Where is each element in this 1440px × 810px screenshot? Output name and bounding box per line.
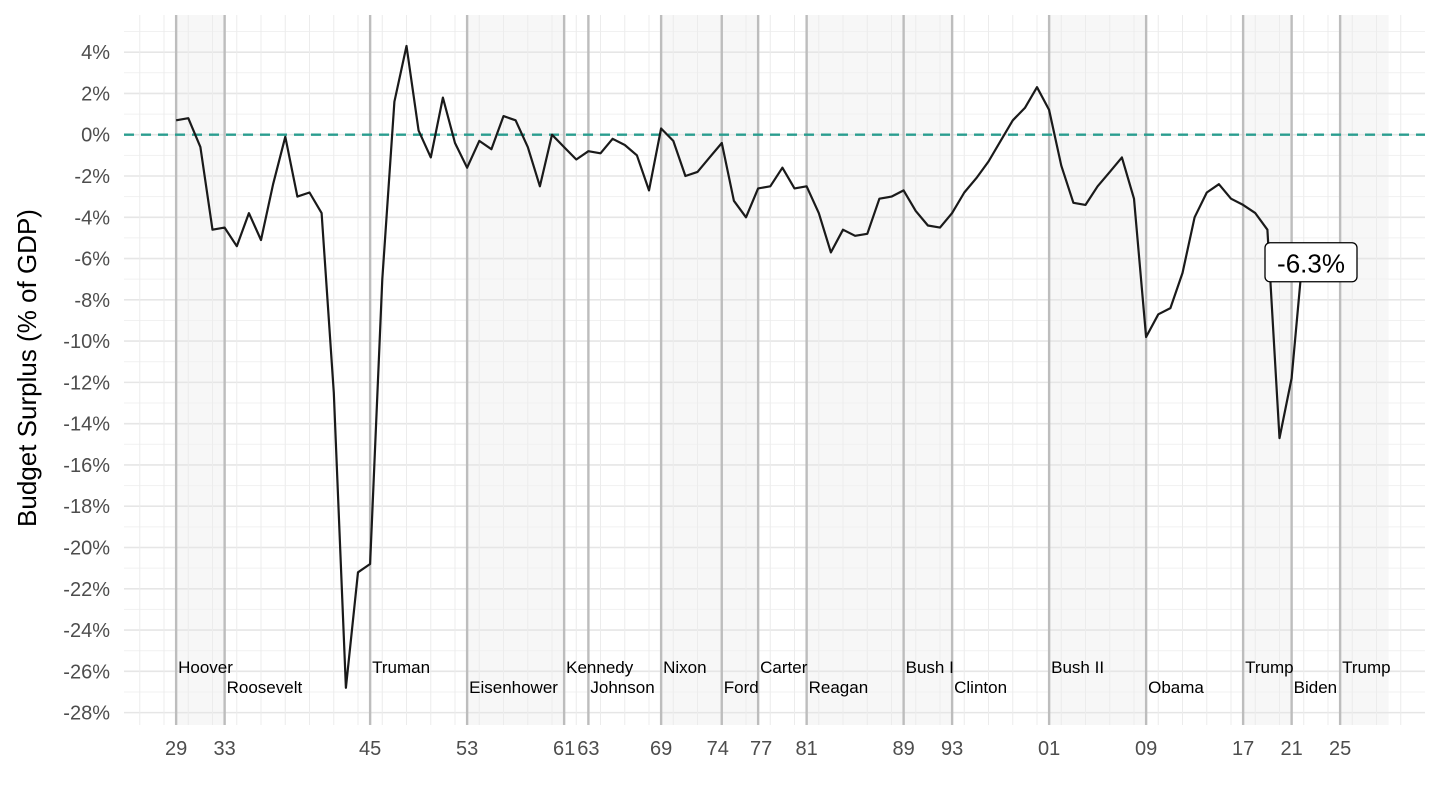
x-tick-label: 45 xyxy=(359,738,381,760)
presidency-label: Trump xyxy=(1342,658,1391,677)
y-tick-label: -22% xyxy=(63,579,110,601)
series xyxy=(175,44,1305,689)
x-tick-label: 33 xyxy=(214,738,236,760)
callout-label: -6.3% xyxy=(1277,249,1345,279)
presidency-label: Eisenhower xyxy=(469,678,558,697)
y-tick-label: -20% xyxy=(63,538,110,560)
budget-surplus-line xyxy=(175,44,1305,689)
presidency-boundaries xyxy=(174,15,1342,725)
x-tick-label: 61 xyxy=(553,738,575,760)
presidency-band xyxy=(1049,15,1147,725)
presidency-label: Carter xyxy=(760,658,808,677)
presidency-label: Johnson xyxy=(590,678,654,697)
x-tick-label: 63 xyxy=(577,738,599,760)
y-tick-label: -14% xyxy=(63,414,110,436)
x-axis-tick-labels: 29 33 45 53 61 63 69 74 77 81 89 93 01 09 17 21 25 xyxy=(165,738,1351,760)
y-tick-label: 4% xyxy=(81,42,110,64)
presidency-shading xyxy=(176,15,1389,725)
presidency-label: Biden xyxy=(1294,678,1337,697)
y-axis-tick-labels: 4% 2% 0% -2% -4% -6% -8% -10% -12% -14% -16% -18% -2… xyxy=(63,42,110,724)
x-tick-label: 01 xyxy=(1038,738,1060,760)
presidency-label: Bush II xyxy=(1051,658,1104,677)
y-axis-title: Budget Surplus (% of GDP) xyxy=(12,209,42,527)
x-tick-label: 25 xyxy=(1329,738,1351,760)
presidency-band xyxy=(661,15,722,725)
x-tick-label: 77 xyxy=(750,738,772,760)
last-value-callout: -6.3% xyxy=(1264,242,1358,283)
y-tick-label: -18% xyxy=(63,496,110,518)
presidency-label: Reagan xyxy=(809,678,869,697)
y-tick-label: -28% xyxy=(63,703,110,725)
x-tick-label: 89 xyxy=(893,738,915,760)
x-tick-label: 29 xyxy=(165,738,187,760)
y-tick-label: -8% xyxy=(74,290,110,312)
presidency-band xyxy=(806,15,904,725)
presidency-label: Obama xyxy=(1148,678,1204,697)
presidency-label: Hoover xyxy=(178,658,233,677)
x-tick-label: 81 xyxy=(796,738,818,760)
x-tick-label: 69 xyxy=(650,738,672,760)
presidency-label: Kennedy xyxy=(566,658,634,677)
y-tick-label: -2% xyxy=(74,166,110,188)
grid xyxy=(124,15,1425,725)
y-tick-label: -12% xyxy=(63,372,110,394)
presidency-band xyxy=(903,15,953,725)
presidency-label: Ford xyxy=(724,678,759,697)
presidency-label: Truman xyxy=(372,658,430,677)
presidency-band xyxy=(1340,15,1389,725)
x-tick-label: 93 xyxy=(941,738,963,760)
y-tick-label: -26% xyxy=(63,661,110,683)
y-tick-label: -4% xyxy=(74,207,110,229)
presidency-label: Roosevelt xyxy=(227,678,303,697)
x-tick-label: 53 xyxy=(456,738,478,760)
y-tick-label: 2% xyxy=(81,83,110,105)
callout-box xyxy=(1264,242,1358,283)
y-tick-label: -16% xyxy=(63,455,110,477)
x-tick-label: 17 xyxy=(1232,738,1254,760)
presidency-label: Trump xyxy=(1245,658,1294,677)
presidency-band xyxy=(467,15,565,725)
presidency-band xyxy=(1243,15,1292,725)
y-tick-label: 0% xyxy=(81,125,110,147)
presidency-band xyxy=(721,15,759,725)
y-tick-label: -24% xyxy=(63,620,110,642)
presidency-label: Clinton xyxy=(954,678,1007,697)
x-tick-label: 21 xyxy=(1281,738,1303,760)
presidency-label: Nixon xyxy=(663,658,706,677)
x-tick-label: 74 xyxy=(707,738,729,760)
presidency-band xyxy=(176,15,225,725)
y-tick-label: -10% xyxy=(63,331,110,353)
y-tick-label: -6% xyxy=(74,249,110,271)
x-tick-label: 09 xyxy=(1135,738,1157,760)
presidency-label: Bush I xyxy=(906,658,954,677)
